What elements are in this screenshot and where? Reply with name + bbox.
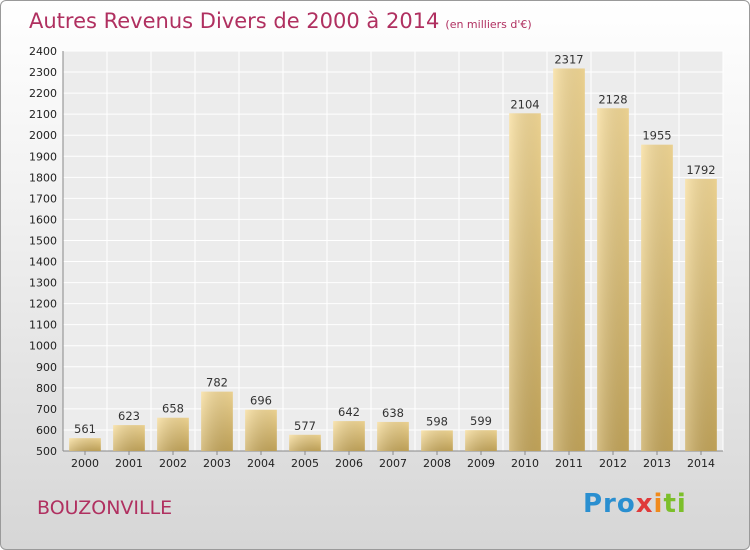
x-tick-label-2001: 2001 xyxy=(115,457,143,470)
value-label-2012: 2128 xyxy=(598,92,627,106)
y-tick-label: 1300 xyxy=(29,277,57,290)
x-tick-label-2007: 2007 xyxy=(379,457,407,470)
value-label-2007: 638 xyxy=(382,406,404,420)
chart-title: Autres Revenus Divers de 2000 à 2014 (en … xyxy=(29,9,532,33)
value-label-2003: 782 xyxy=(206,376,228,390)
y-tick-label: 2100 xyxy=(29,108,57,121)
x-tick-label-2013: 2013 xyxy=(643,457,671,470)
x-tick-label-2002: 2002 xyxy=(159,457,187,470)
y-tick-label: 600 xyxy=(36,424,57,437)
y-tick-label: 1400 xyxy=(29,256,57,269)
x-tick-label-2003: 2003 xyxy=(203,457,231,470)
x-tick-label-2000: 2000 xyxy=(71,457,99,470)
x-tick-label-2004: 2004 xyxy=(247,457,275,470)
x-tick-label-2014: 2014 xyxy=(687,457,715,470)
y-tick-label: 800 xyxy=(36,382,57,395)
value-label-2002: 658 xyxy=(162,402,184,416)
logo-part-2: x xyxy=(635,489,654,519)
bar-shade-2000 xyxy=(69,438,101,451)
axes: 500 600 700 800 900 1000 1100 1200 1300 1400 1500 1… xyxy=(29,45,723,470)
value-label-2000: 561 xyxy=(74,422,96,436)
value-label-2009: 599 xyxy=(470,414,492,428)
bar-shade-2007 xyxy=(377,421,409,451)
value-label-2004: 696 xyxy=(250,394,272,408)
logo-part-3: i xyxy=(653,489,664,519)
logo-part-4: ti xyxy=(663,489,687,519)
bar-shade-2004 xyxy=(245,409,277,451)
bar-shade-2009 xyxy=(465,430,497,451)
bars xyxy=(69,68,717,452)
bar-shade-2006 xyxy=(333,421,365,451)
bar-shade-2011 xyxy=(553,68,585,451)
y-tick-label: 2300 xyxy=(29,66,57,79)
y-tick-label: 1200 xyxy=(29,298,57,311)
y-tick-label: 1600 xyxy=(29,213,57,226)
chart-subtitle: (en milliers d'€) xyxy=(445,18,532,31)
y-tick-label: 2400 xyxy=(29,45,57,58)
value-label-2001: 623 xyxy=(118,409,140,423)
value-label-2011: 2317 xyxy=(554,52,583,66)
y-tick-label: 900 xyxy=(36,361,57,374)
proxiti-logo: Proxiti xyxy=(583,489,687,519)
bar-shade-2005 xyxy=(289,434,321,451)
bar-shade-2001 xyxy=(113,425,145,451)
x-tick-label-2005: 2005 xyxy=(291,457,319,470)
x-tick-label-2010: 2010 xyxy=(511,457,539,470)
value-label-2013: 1955 xyxy=(642,129,671,143)
commune-name: BOUZONVILLE xyxy=(37,497,173,519)
y-tick-label: 1000 xyxy=(29,340,57,353)
y-tick-label: 700 xyxy=(36,403,57,416)
value-label-2014: 1792 xyxy=(686,163,715,177)
y-tick-label: 1800 xyxy=(29,171,57,184)
bar-shade-2002 xyxy=(157,417,189,451)
y-tick-label: 2000 xyxy=(29,129,57,142)
y-tick-label: 2200 xyxy=(29,87,57,100)
value-label-2010: 2104 xyxy=(510,97,539,111)
x-tick-label-2008: 2008 xyxy=(423,457,451,470)
y-tick-label: 1100 xyxy=(29,319,57,332)
bar-shade-2010 xyxy=(509,113,541,451)
bar-shade-2003 xyxy=(201,391,233,451)
chart-title-text: Autres Revenus Divers de 2000 à 2014 xyxy=(29,9,440,33)
bar-shade-2012 xyxy=(597,108,629,452)
y-tick-label: 1900 xyxy=(29,150,57,163)
x-tick-label-2011: 2011 xyxy=(555,457,583,470)
logo-part-1: Pro xyxy=(583,489,636,519)
y-tick-label: 1700 xyxy=(29,192,57,205)
bar-shade-2014 xyxy=(685,179,717,451)
y-tick-label: 500 xyxy=(36,445,57,458)
value-labels: 561 623 658 782 696 577 642 638 598 599 2104 2317 21… xyxy=(74,52,716,436)
y-tick-label: 1500 xyxy=(29,234,57,247)
x-tick-label-2009: 2009 xyxy=(467,457,495,470)
x-tick-label-2006: 2006 xyxy=(335,457,363,470)
bar-shade-2008 xyxy=(421,430,453,451)
value-label-2006: 642 xyxy=(338,405,360,419)
value-label-2008: 598 xyxy=(426,414,448,428)
bar-shade-2013 xyxy=(641,144,673,451)
value-label-2005: 577 xyxy=(294,419,316,433)
x-tick-label-2012: 2012 xyxy=(599,457,627,470)
